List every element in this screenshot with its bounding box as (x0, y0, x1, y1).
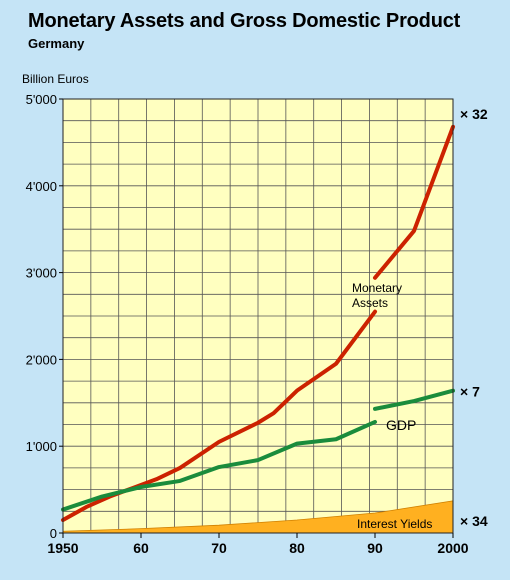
gdp-multiplier: × 7 (460, 384, 480, 400)
gdp-line-segment (61, 419, 377, 512)
monetary-assets-line-segment (373, 124, 455, 280)
y-tick-label: 0 (50, 526, 57, 541)
x-tick-label: 1950 (47, 540, 78, 556)
y-tick-label: 1'000 (26, 439, 57, 454)
y-tick-label: 2'000 (26, 352, 57, 367)
plot-frame (62, 98, 454, 534)
x-tick-label: 2000 (437, 540, 468, 556)
monetary-assets-label-line: Assets (352, 296, 388, 310)
gdp-label: GDP (386, 417, 416, 433)
x-tick-label: 90 (367, 540, 383, 556)
chart-subtitle: Germany (28, 36, 85, 51)
x-tick-label: 80 (289, 540, 305, 556)
y-tick-label: 4'000 (26, 179, 57, 194)
monetary-assets-multiplier: × 32 (460, 106, 488, 122)
x-tick-label: 60 (133, 540, 149, 556)
y-tick-label: 5'000 (26, 92, 57, 107)
interest-yields-multiplier: × 34 (460, 513, 488, 529)
y-tick-label: 3'000 (26, 266, 57, 281)
x-tick-label: 70 (211, 540, 227, 556)
monetary-assets-label-line: Monetary (352, 281, 402, 295)
gdp-line-segment (373, 388, 455, 411)
chart-title: Monetary Assets and Gross Domestic Produ… (28, 10, 461, 32)
interest-yields-label: Interest Yields (357, 517, 432, 531)
monetary-assets-line-segment (61, 309, 377, 522)
y-axis-label: Billion Euros (22, 72, 89, 86)
